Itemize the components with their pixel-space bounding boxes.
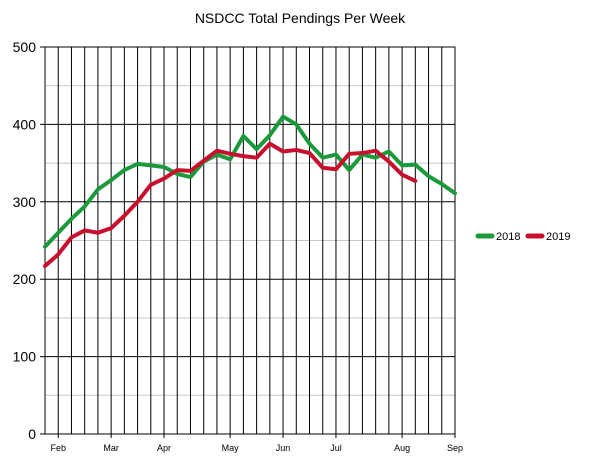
x-tick-label: Aug [394, 443, 410, 453]
x-tick-label: May [222, 443, 240, 453]
legend-label-2018: 2018 [496, 231, 520, 243]
chart-title: NSDCC Total Pendings Per Week [194, 10, 406, 26]
legend-label-2019: 2019 [546, 231, 570, 243]
x-tick-label: Sep [447, 443, 463, 453]
y-tick-label: 300 [13, 194, 37, 210]
y-tick-label: 400 [13, 116, 37, 132]
y-tick-label: 500 [13, 39, 37, 55]
x-tick-label: Jul [330, 443, 342, 453]
x-tick-label: Jun [276, 443, 291, 453]
x-tick-label: Apr [157, 443, 171, 453]
plot-frame [44, 46, 456, 435]
series-line-2019 [43, 141, 418, 269]
y-tick-label: 0 [28, 426, 36, 442]
y-tick-label: 200 [13, 271, 37, 287]
y-tick-label: 100 [13, 349, 37, 365]
x-tick-label: Mar [103, 443, 119, 453]
x-tick-label: Feb [50, 443, 66, 453]
series-line-2018 [43, 114, 457, 249]
